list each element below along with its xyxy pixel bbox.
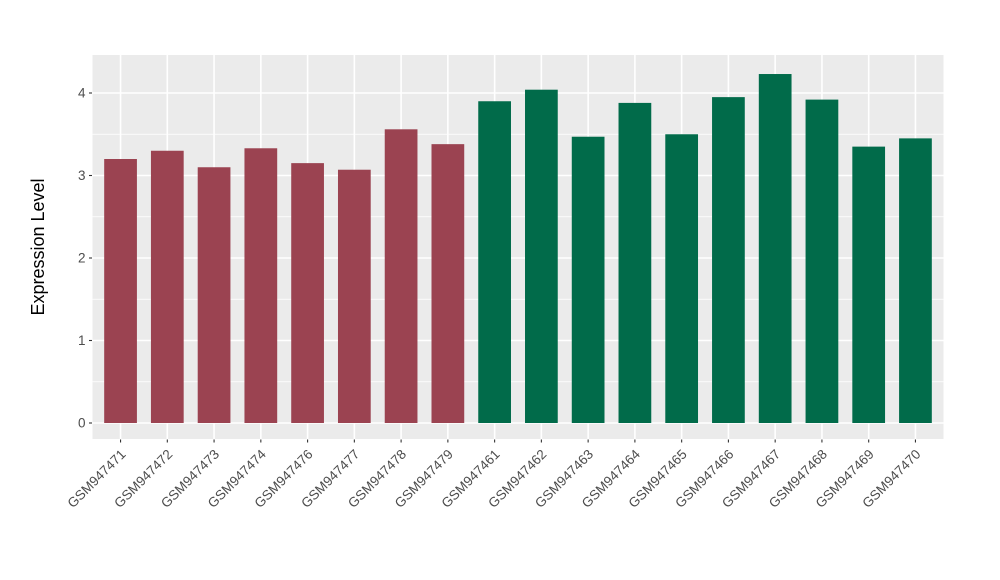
bar-GSM947479 (431, 144, 465, 423)
bar-GSM947463 (571, 136, 605, 423)
bar-GSM947469 (852, 146, 886, 423)
bar-GSM947471 (104, 159, 137, 423)
bar-GSM947473 (197, 167, 231, 423)
bar-GSM947474 (244, 148, 278, 423)
y-tick-label: 1 (78, 333, 86, 348)
bar-GSM947466 (712, 97, 745, 423)
bar-GSM947470 (899, 138, 932, 423)
bar-GSM947461 (478, 101, 511, 423)
bar-GSM947468 (805, 99, 839, 423)
bar-GSM947472 (150, 150, 184, 423)
bar-GSM947465 (665, 134, 699, 423)
bar-GSM947462 (525, 89, 558, 423)
plot-panel (92, 55, 944, 439)
bar-GSM947478 (384, 129, 418, 424)
chart-layers: 01234GSM947471GSM947472GSM947473GSM94747… (64, 55, 944, 511)
y-tick-label: 4 (78, 86, 86, 101)
y-tick-label: 0 (78, 416, 86, 431)
bar-GSM947477 (337, 169, 371, 423)
bar-GSM947467 (758, 74, 792, 424)
y-axis-title: Expression Level (28, 178, 48, 315)
y-tick-label: 2 (78, 251, 86, 266)
bar-GSM947476 (291, 163, 324, 423)
bar-GSM947464 (618, 102, 652, 424)
y-tick-label: 3 (78, 168, 86, 183)
